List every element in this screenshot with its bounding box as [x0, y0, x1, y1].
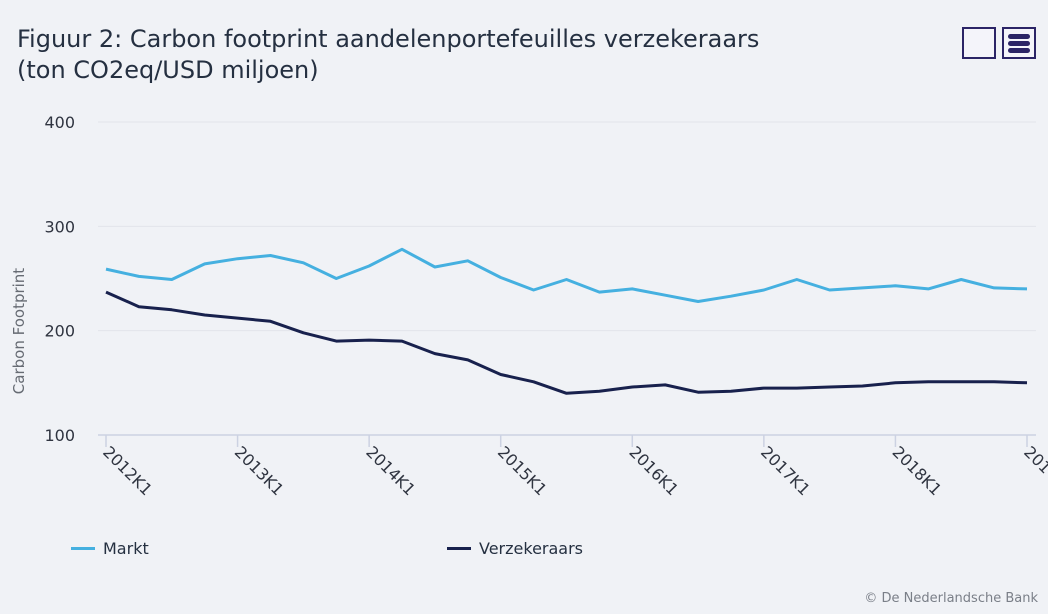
x-axis: 2012K1 2013K1 2014K1 2015K1 2016K1 2017K1 2018…: [98, 434, 1048, 499]
chart-title-line-1: Figuur 2: Carbon footprint aandelenporte…: [17, 25, 760, 53]
x-tick-label: 2018K1: [889, 442, 946, 499]
series-line-markt: [105, 247, 1028, 303]
x-tick-label: 2012K1: [99, 442, 156, 499]
x-tick-label: 2017K1: [757, 442, 814, 499]
x-tick-label: 2013K1: [231, 442, 288, 499]
y-tick-label: 300: [44, 217, 75, 236]
x-tick-label: 2016K1: [625, 442, 682, 499]
gridlines: [98, 121, 1036, 332]
legend-swatch-verzekeraars: [447, 547, 471, 550]
chart-title-line-2: (ton CO2eq/USD miljoen): [17, 56, 319, 84]
y-axis-label: Carbon Footprint: [10, 268, 28, 394]
legend-label-verzekeraars: Verzekeraars: [479, 539, 584, 558]
view-toggle-button[interactable]: [962, 27, 996, 59]
menu-button[interactable]: [1002, 27, 1036, 59]
legend-label-markt: Markt: [103, 539, 149, 558]
legend-item-markt[interactable]: Markt: [71, 539, 149, 558]
x-tick-label: 2014K1: [362, 442, 419, 499]
y-tick-label: 400: [44, 113, 75, 132]
hamburger-menu-icon: [1008, 34, 1030, 55]
x-tick-label: 201: [1020, 442, 1048, 477]
line-chart: 100 200 300 400 Carbon Footprint 2012K1 2013…: [10, 113, 1048, 499]
legend-item-verzekeraars[interactable]: Verzekeraars: [447, 539, 583, 558]
series-markt: [105, 247, 1028, 303]
y-tick-label: 100: [44, 426, 75, 445]
series-lines: [105, 247, 1028, 395]
credit-text[interactable]: © De Nederlandsche Bank: [864, 591, 1038, 606]
x-tick-label: 2015K1: [494, 442, 551, 499]
series-verzekeraars: [105, 290, 1028, 395]
series-line-verzekeraars: [105, 290, 1028, 395]
legend-swatch-markt: [71, 547, 95, 550]
chart-title: Figuur 2: Carbon footprint aandelenporte…: [17, 24, 759, 86]
y-axis-ticks: 100 200 300 400: [44, 113, 75, 445]
y-tick-label: 200: [44, 322, 75, 341]
